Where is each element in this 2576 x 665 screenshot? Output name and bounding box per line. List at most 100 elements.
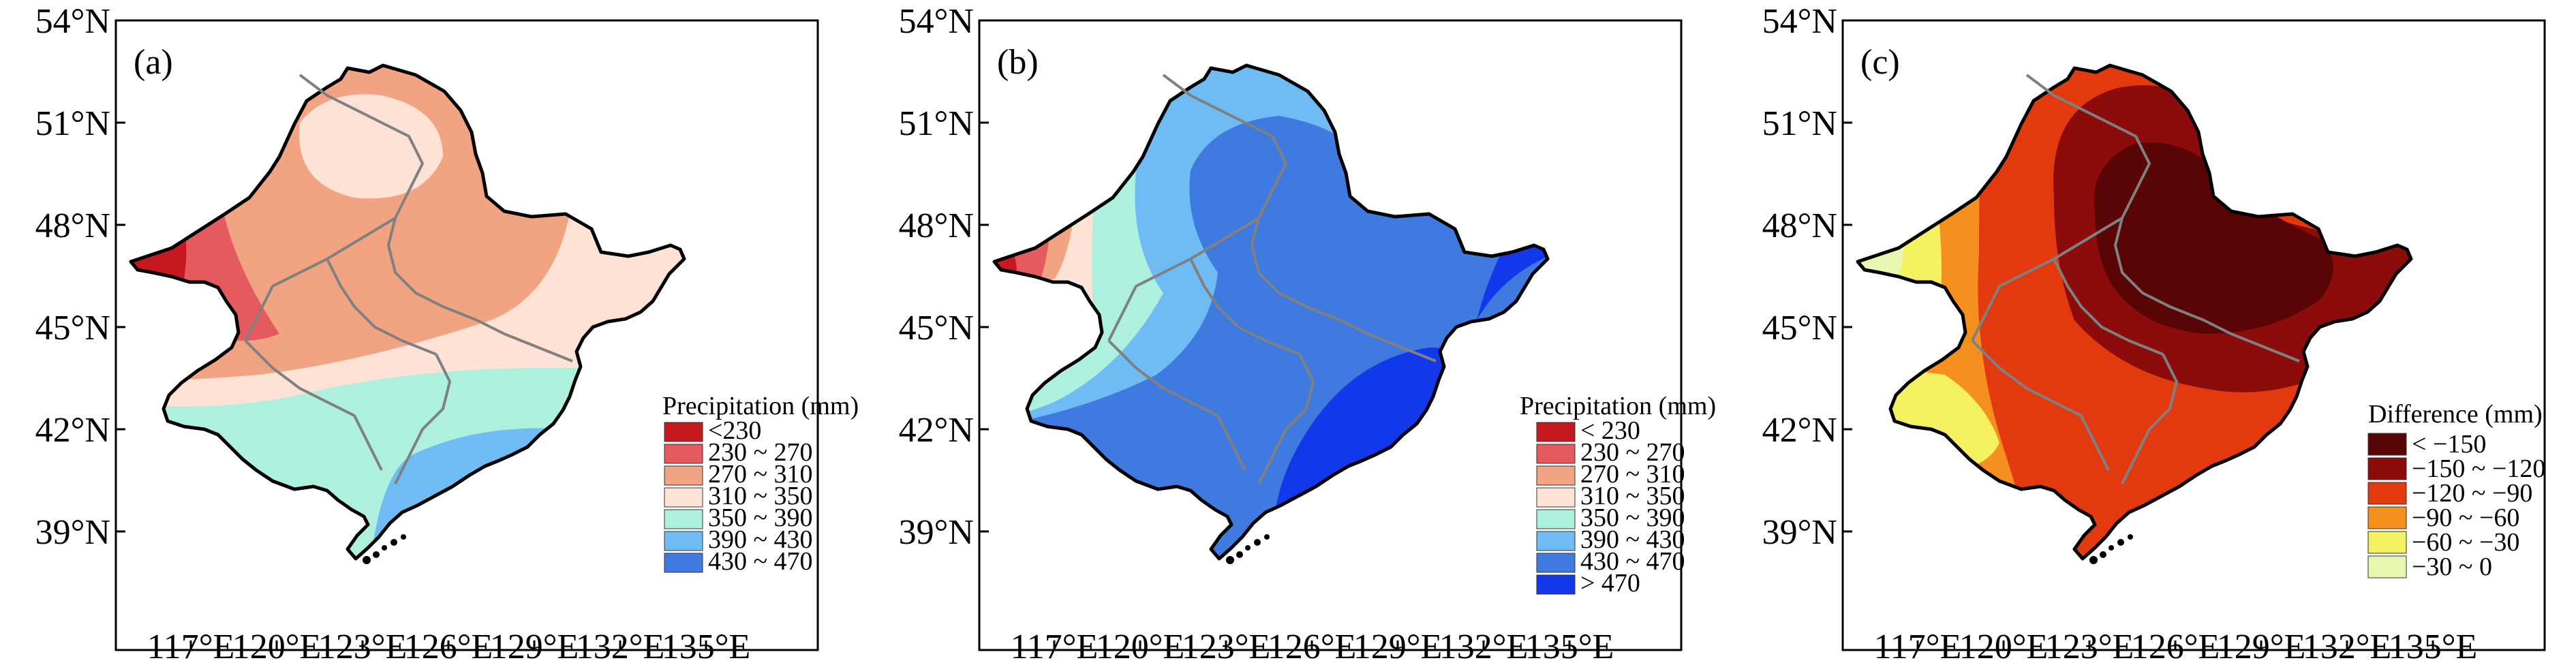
lat-label: 42°N — [899, 411, 974, 450]
panel-c: (c) Difference (mm) < −150−150 ~ −120−12… — [1841, 19, 2546, 651]
province-boundaries — [1107, 74, 1437, 484]
lon-label: 120°E — [1096, 628, 1185, 665]
legend-label: −120 ~ −90 — [2412, 479, 2532, 508]
province-boundaries — [1971, 74, 2300, 484]
legend-label: > 470 — [1580, 569, 1640, 598]
lon-label: 126°E — [404, 628, 493, 665]
zone-310-350-north — [299, 94, 443, 199]
lat-label: 54°N — [899, 2, 974, 41]
lon-label: 117°E — [1011, 628, 1099, 665]
legend-swatch — [2367, 433, 2407, 456]
legend-swatch — [2367, 531, 2407, 554]
province-boundaries — [244, 74, 573, 484]
legend-label: 310 ~ 350 — [1580, 482, 1685, 510]
lat-label: 45°N — [35, 309, 110, 347]
lon-label: 135°E — [1525, 628, 1614, 665]
lon-label: 117°E — [147, 628, 235, 665]
lon-label: 120°E — [232, 628, 322, 665]
legend-swatch — [1536, 509, 1576, 529]
legend-title: Difference (mm) — [2368, 400, 2543, 429]
legend-swatch — [2367, 482, 2407, 505]
legend-label: −90 ~ −60 — [2412, 504, 2519, 532]
legend-swatch — [664, 422, 703, 442]
axes-labels: 54°N51°N48°N45°N42°N39°N117°E120°E123°E1… — [35, 2, 2478, 665]
coastline — [1856, 63, 2413, 561]
legend-label: 310 ~ 350 — [708, 482, 813, 510]
legend-swatch — [1536, 465, 1576, 486]
legend-label: 430 ~ 470 — [1580, 547, 1685, 576]
lat-label: 45°N — [1762, 309, 1837, 347]
legend-swatch — [2367, 555, 2407, 578]
legend-label: 230 ~ 270 — [1580, 438, 1685, 467]
legend-swatch — [2367, 457, 2407, 480]
legend-label: < 230 — [1580, 416, 1640, 445]
legend-label: 390 ~ 430 — [708, 525, 813, 554]
lat-label: 51°N — [35, 104, 110, 143]
zone-lt-150 — [2094, 142, 2333, 334]
panel-c-legend: Difference (mm) < −150−150 ~ −120−120 ~ … — [2367, 400, 2545, 581]
lon-label: 117°E — [1874, 628, 1962, 665]
lat-label: 48°N — [35, 206, 110, 245]
lon-label: 123°E — [1182, 628, 1271, 665]
legend-swatch — [664, 531, 703, 551]
lat-label: 42°N — [1762, 411, 1837, 450]
lon-label: 135°E — [662, 628, 751, 665]
panel-a-map — [129, 63, 686, 564]
lon-label: 123°E — [2045, 628, 2134, 665]
coastline — [129, 63, 686, 561]
lat-label: 51°N — [1762, 104, 1837, 143]
lon-label: 126°E — [1268, 628, 1357, 665]
panel-c-frame — [1841, 19, 2546, 651]
legend-label: 270 ~ 310 — [1580, 460, 1685, 489]
lat-label: 42°N — [35, 411, 110, 450]
lat-label: 54°N — [35, 2, 110, 41]
legend-label: 390 ~ 430 — [1580, 525, 1685, 554]
lat-label: 39°N — [1762, 513, 1837, 552]
legend-label: 430 ~ 470 — [708, 547, 813, 576]
legend-label: 230 ~ 270 — [708, 438, 813, 467]
lon-label: 132°E — [1439, 628, 1529, 665]
legend-label: 350 ~ 390 — [1580, 504, 1685, 532]
lon-label: 132°E — [2303, 628, 2392, 665]
legend-swatch — [1536, 531, 1576, 551]
panel-b-label: (b) — [997, 43, 1039, 82]
lon-label: 129°E — [2217, 628, 2306, 665]
legend-swatch — [664, 444, 703, 464]
legend-title: Precipitation (mm) — [1520, 392, 1716, 420]
legend-swatch — [1536, 444, 1576, 464]
legend-label: −150 ~ −120 — [2412, 454, 2545, 483]
legend-swatch — [1536, 553, 1576, 573]
lat-label: 48°N — [1762, 206, 1837, 245]
legend-swatch — [1536, 487, 1576, 508]
panel-b-map — [992, 63, 1550, 564]
lat-label: 48°N — [899, 206, 974, 245]
lat-label: 39°N — [35, 513, 110, 552]
islands — [363, 534, 406, 564]
lat-label: 45°N — [899, 309, 974, 347]
legend-label: −60 ~ −30 — [2412, 528, 2519, 557]
legend-swatch — [664, 509, 703, 529]
islands — [2089, 534, 2133, 564]
legend-label: < −150 — [2412, 430, 2486, 459]
legend-swatch — [1536, 574, 1576, 595]
lon-label: 135°E — [2389, 628, 2478, 665]
legend-swatch — [1536, 422, 1576, 442]
lon-label: 126°E — [2131, 628, 2220, 665]
legend-label: 270 ~ 310 — [708, 460, 813, 489]
panel-c-label: (c) — [1860, 43, 1900, 82]
lon-label: 129°E — [490, 628, 579, 665]
panel-a-label: (a) — [134, 43, 173, 82]
zone-gt-470-east — [1477, 65, 1548, 320]
legend-title: Precipitation (mm) — [662, 392, 859, 420]
panel-b-frame — [978, 19, 1683, 651]
panel-a-frame — [114, 19, 819, 651]
legend-label: <230 — [708, 416, 761, 445]
zone-60-30 — [1858, 65, 1952, 361]
lon-label: 123°E — [318, 628, 408, 665]
lon-label: 120°E — [1959, 628, 2049, 665]
